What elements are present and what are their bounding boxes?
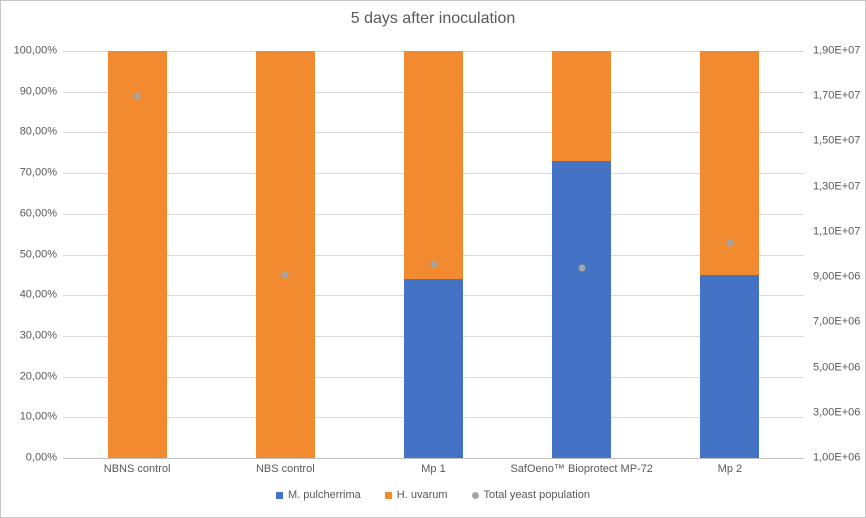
legend-label: Total yeast population — [483, 489, 590, 501]
dot-total-yeast-population — [133, 92, 141, 100]
legend-item-total-yeast-population: Total yeast population — [471, 489, 590, 501]
legend-label: M. pulcherrima — [288, 489, 361, 501]
right-axis-tick-label: 1,90E+07 — [813, 44, 861, 57]
left-axis-tick-label: 70,00% — [19, 166, 57, 179]
right-axis-tick-label: 1,10E+07 — [813, 225, 861, 238]
dot-total-yeast-population — [430, 260, 437, 268]
left-axis-tick-label: 90,00% — [19, 85, 57, 98]
legend: M. pulcherrima H. uvarum Total yeast popul… — [1, 489, 865, 501]
right-axis-tick-label: 3,00E+06 — [813, 406, 861, 419]
bar-segment-h-uvarum — [255, 51, 315, 458]
right-axis-tick-label: 1,70E+07 — [813, 89, 861, 102]
x-axis-line — [63, 458, 804, 459]
legend-swatch-icon — [276, 491, 284, 499]
category-label-nbns-control: NBNS control — [103, 463, 171, 475]
right-axis-tick-label: 9,00E+06 — [813, 270, 861, 283]
left-axis-tick-label: 60,00% — [19, 207, 57, 220]
dot-total-yeast-population — [726, 239, 734, 247]
right-axis-tick-label: 1,50E+07 — [813, 134, 861, 147]
legend-item-m-pulcherrima: M. pulcherrima — [276, 489, 361, 501]
category-label-nbs-control: NBS control — [255, 463, 315, 475]
bar-segment-h-uvarum — [700, 51, 760, 275]
right-axis-tick-label: 1,00E+06 — [813, 451, 861, 464]
left-axis-tick-label: 30,00% — [19, 329, 57, 342]
bar-segment-h-uvarum — [107, 51, 167, 458]
left-axis-tick-label: 10,00% — [19, 410, 57, 423]
right-axis-tick-label: 5,00E+06 — [813, 361, 861, 374]
right-axis-tick-label: 7,00E+06 — [813, 315, 861, 328]
bar-segment-m-pulcherrima — [404, 278, 463, 458]
dot-total-yeast-population — [578, 264, 586, 272]
left-axis-tick-label: 80,00% — [19, 125, 57, 138]
category-label-mp-1: Mp 1 — [421, 463, 446, 475]
category-label-safoeno-bioprotect-mp-72: SafOeno™ Bioprotect MP-72 — [510, 463, 653, 475]
left-axis-tick-label: 0,00% — [25, 451, 57, 464]
dot-total-yeast-population — [281, 271, 289, 279]
legend-swatch-icon — [471, 491, 479, 499]
bar-segment-m-pulcherrima — [700, 274, 760, 458]
left-axis-tick-label: 100,00% — [13, 44, 57, 57]
category-label-mp-2: Mp 2 — [717, 463, 743, 475]
legend-item-h-uvarum: H. uvarum — [384, 489, 448, 501]
left-axis-tick-label: 40,00% — [19, 288, 57, 301]
bar-segment-h-uvarum — [404, 51, 463, 279]
bar-segment-h-uvarum — [552, 51, 612, 161]
left-axis-tick-label: 20,00% — [19, 370, 57, 383]
legend-swatch-icon — [384, 491, 392, 499]
legend-label: H. uvarum — [396, 489, 448, 501]
left-axis: 0,00% 10,00% 20,00% 30,00% 40,00% 50,00% 60,00… — [1, 45, 57, 463]
plot-area — [63, 51, 804, 459]
right-axis: 1,00E+06 3,00E+06 5,00E+06 7,00E+06 9,00E+06… — [813, 45, 865, 463]
left-axis-tick-label: 50,00% — [19, 248, 57, 260]
x-axis: NBNS control NBS control Mp 1 SafOeno™ Biop… — [63, 463, 804, 475]
right-axis-tick-label: 1,30E+07 — [813, 180, 861, 193]
chart-title: 5 days after inoculation — [350, 10, 516, 27]
bar-segment-m-pulcherrima — [552, 160, 612, 458]
